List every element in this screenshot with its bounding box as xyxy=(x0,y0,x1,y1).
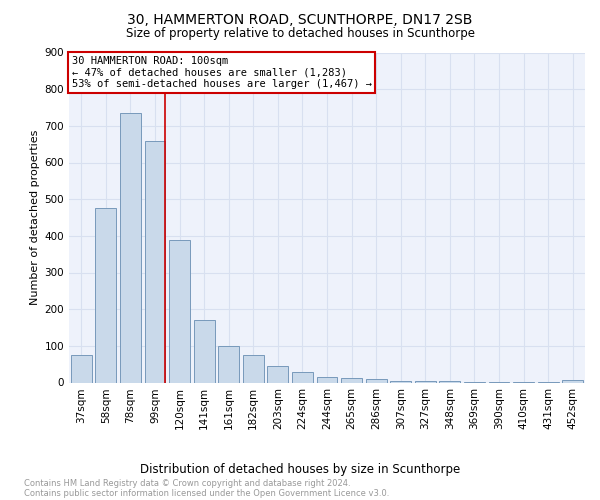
Text: Size of property relative to detached houses in Scunthorpe: Size of property relative to detached ho… xyxy=(125,28,475,40)
Text: Contains public sector information licensed under the Open Government Licence v3: Contains public sector information licen… xyxy=(24,489,389,498)
Bar xyxy=(145,140,166,382)
Text: 30 HAMMERTON ROAD: 100sqm
← 47% of detached houses are smaller (1,283)
53% of se: 30 HAMMERTON ROAD: 100sqm ← 47% of detac… xyxy=(71,56,371,89)
Bar xyxy=(268,366,289,382)
Bar xyxy=(390,380,411,382)
Text: Distribution of detached houses by size in Scunthorpe: Distribution of detached houses by size … xyxy=(140,462,460,475)
Bar xyxy=(194,320,215,382)
Bar xyxy=(95,208,116,382)
Bar xyxy=(71,355,92,382)
Bar xyxy=(365,379,386,382)
Text: 30, HAMMERTON ROAD, SCUNTHORPE, DN17 2SB: 30, HAMMERTON ROAD, SCUNTHORPE, DN17 2SB xyxy=(127,12,473,26)
Bar xyxy=(341,378,362,382)
Bar xyxy=(243,355,264,382)
Bar xyxy=(218,346,239,383)
Text: Contains HM Land Registry data © Crown copyright and database right 2024.: Contains HM Land Registry data © Crown c… xyxy=(24,479,350,488)
Bar xyxy=(317,377,337,382)
Bar xyxy=(562,380,583,382)
Y-axis label: Number of detached properties: Number of detached properties xyxy=(31,130,40,305)
Bar xyxy=(120,113,141,382)
Bar xyxy=(169,240,190,382)
Bar xyxy=(292,372,313,382)
